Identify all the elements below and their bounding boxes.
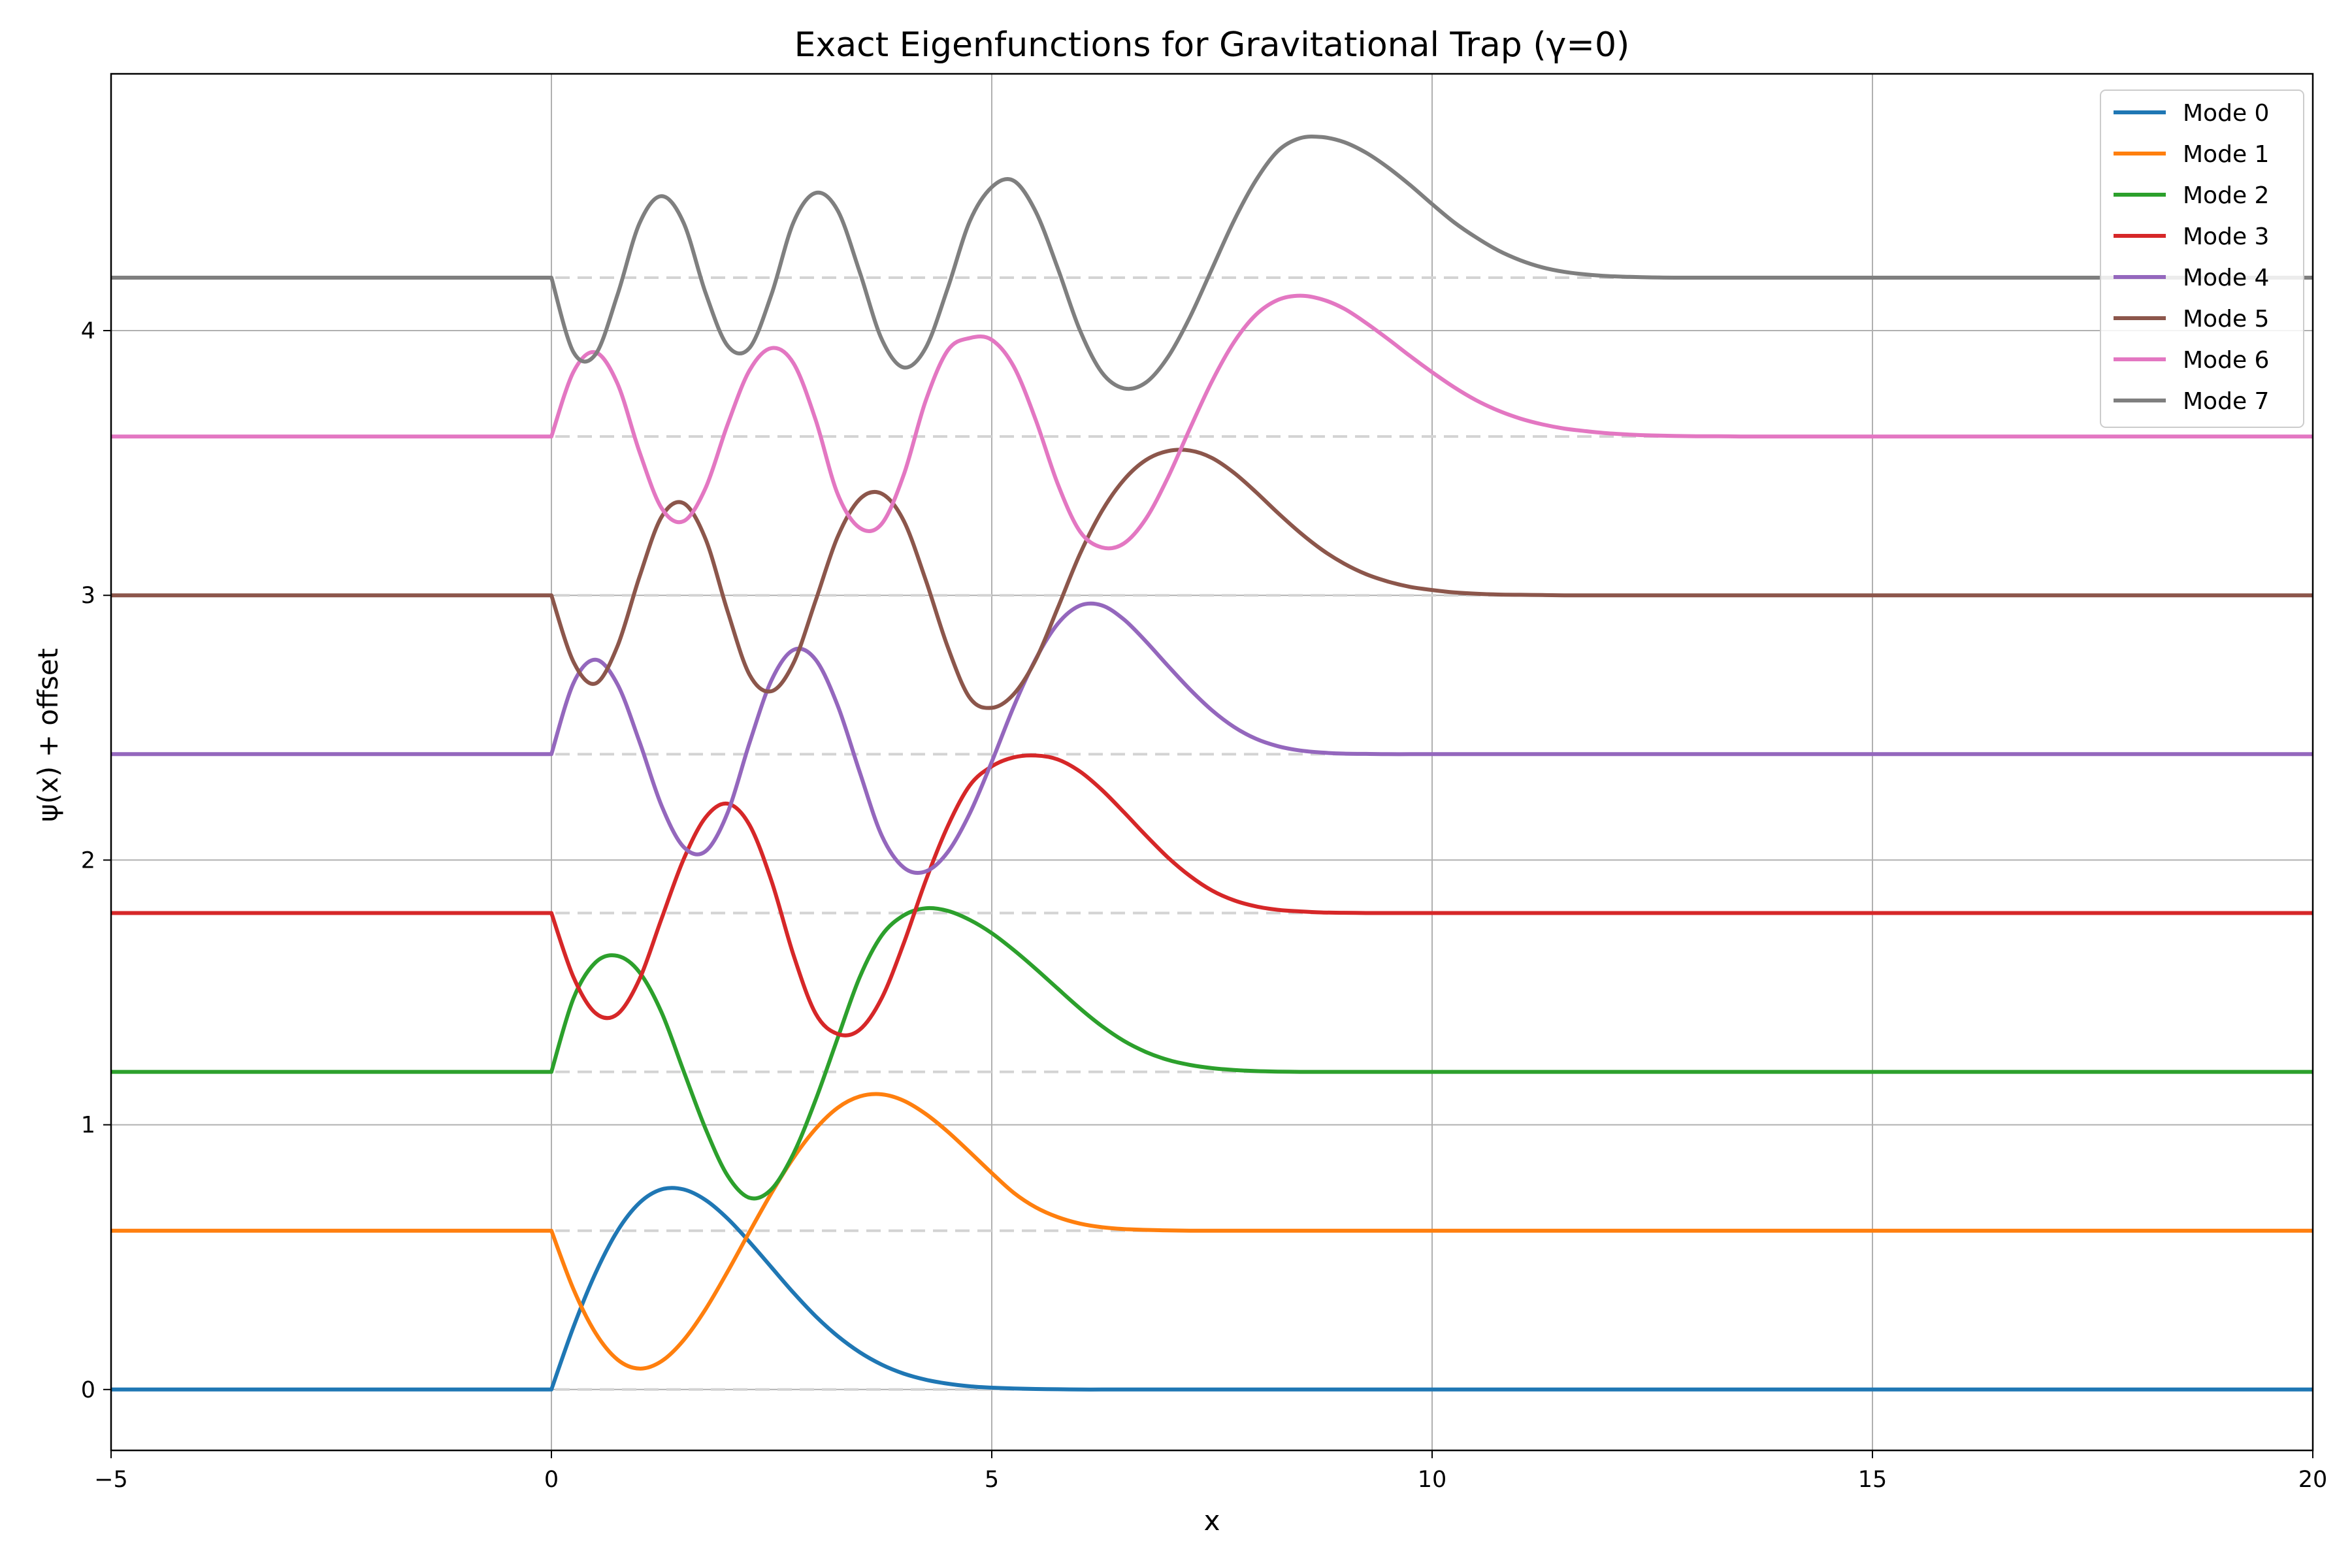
series-line-mode-1: [111, 1092, 2313, 1371]
legend-label: Mode 4: [2183, 265, 2269, 291]
series-line-mode-6: [111, 293, 2313, 551]
x-tick-label: 10: [1418, 1467, 1447, 1493]
axis-ticks: −5 0 5 10 15 20 0 1 2 3 4: [81, 318, 2328, 1493]
x-tick-label: 15: [1858, 1467, 1887, 1493]
legend-label: Mode 1: [2183, 141, 2269, 168]
x-tick-label: −5: [94, 1467, 128, 1493]
series-line-mode-4: [111, 601, 2313, 875]
y-tick-label: 0: [81, 1377, 95, 1403]
legend-box: [2100, 90, 2304, 428]
y-tick-label: 3: [81, 583, 95, 609]
x-tick-label: 5: [985, 1467, 999, 1493]
series-line-mode-3: [111, 753, 2313, 1037]
chart-title: Exact Eigenfunctions for Gravitational T…: [794, 25, 1630, 65]
series-lines: [110, 134, 2313, 1392]
legend-label: Mode 2: [2183, 182, 2269, 209]
legend: Mode 0 Mode 1 Mode 2 Mode 3 Mode 4 Mode 5 Mode…: [2100, 90, 2304, 428]
x-tick-label: 20: [2298, 1467, 2328, 1493]
legend-label: Mode 0: [2183, 100, 2269, 127]
series-line-mode-2: [111, 906, 2313, 1201]
x-tick-label: 0: [544, 1467, 559, 1493]
y-tick-label: 4: [81, 318, 95, 344]
y-axis-label: ψ(x) + offset: [32, 648, 64, 822]
legend-label: Mode 3: [2183, 223, 2269, 250]
plot-area-frame: [110, 73, 2314, 1452]
y-tick-label: 2: [81, 847, 95, 874]
series-line-mode-7: [110, 134, 2313, 391]
legend-label: Mode 7: [2183, 388, 2269, 415]
legend-label: Mode 6: [2183, 347, 2269, 374]
series-line-mode-0: [110, 1186, 2313, 1392]
series-line-mode-5: [110, 448, 2313, 710]
x-axis-label: x: [1204, 1505, 1220, 1537]
offset-baselines: [111, 276, 2313, 1391]
legend-label: Mode 5: [2183, 306, 2269, 333]
y-tick-label: 1: [81, 1113, 95, 1139]
grid-lines: [110, 74, 2313, 1450]
